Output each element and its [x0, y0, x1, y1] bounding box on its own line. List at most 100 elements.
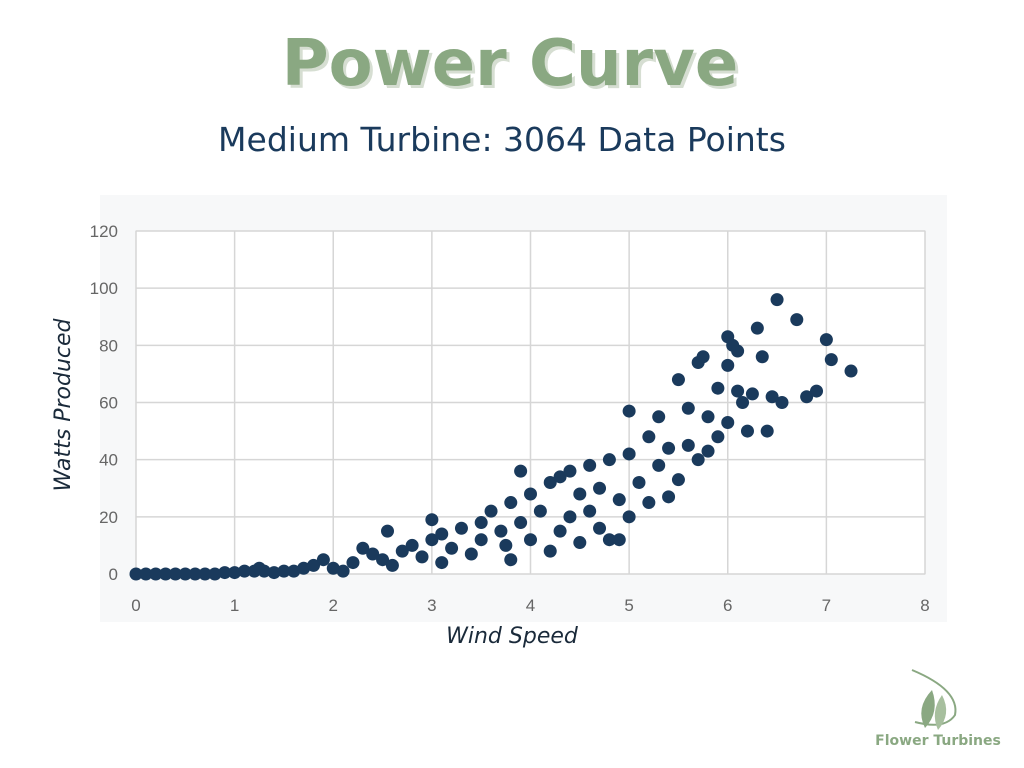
point	[168, 567, 182, 581]
point	[652, 458, 666, 472]
point	[149, 567, 163, 581]
point	[696, 350, 710, 364]
point	[464, 547, 478, 561]
point	[602, 453, 616, 467]
point	[583, 504, 597, 518]
point	[553, 524, 567, 538]
point	[237, 564, 251, 578]
point	[760, 424, 774, 438]
point	[750, 321, 764, 335]
point	[736, 396, 750, 409]
logo-swoosh	[911, 669, 957, 726]
title-shadow: Power Curve	[285, 30, 741, 104]
point	[277, 564, 291, 578]
x-tick-label: 7	[822, 596, 831, 615]
point	[721, 416, 735, 430]
point	[602, 533, 616, 547]
point	[765, 390, 779, 404]
x-tick-label: 1	[230, 596, 239, 615]
point	[316, 553, 330, 567]
point	[405, 538, 419, 552]
point	[435, 527, 449, 541]
x-tick-label: 4	[526, 596, 535, 615]
point	[622, 447, 636, 461]
point	[612, 533, 626, 547]
point	[810, 384, 824, 398]
point	[731, 344, 745, 358]
y-tick-label: 80	[99, 336, 118, 355]
point	[681, 401, 695, 415]
point	[415, 550, 429, 564]
point	[740, 424, 754, 438]
point	[642, 430, 656, 444]
y-tick-label: 120	[90, 222, 118, 241]
point	[326, 561, 340, 575]
point	[504, 496, 518, 510]
point	[366, 547, 380, 561]
point	[652, 410, 666, 424]
x-tick-label: 8	[920, 596, 929, 615]
point	[139, 567, 153, 581]
point	[445, 541, 459, 555]
x-tick-label: 2	[329, 596, 338, 615]
point	[533, 504, 547, 518]
y-tick-label: 60	[99, 394, 118, 413]
brand-name: Flower Turbines	[875, 733, 1001, 749]
x-tick-label: 5	[624, 596, 633, 615]
chart-subtitle: Medium Turbine: 3064 Data Points	[218, 120, 786, 159]
point	[543, 476, 557, 490]
point	[297, 561, 311, 575]
point	[380, 524, 394, 538]
point	[435, 556, 449, 570]
point	[800, 390, 814, 404]
logo-leaf	[934, 695, 947, 730]
point	[524, 533, 537, 547]
point	[346, 556, 360, 570]
point	[188, 567, 202, 581]
point	[198, 567, 212, 581]
point	[228, 566, 242, 580]
point	[642, 496, 656, 510]
point	[159, 567, 173, 581]
point	[583, 458, 597, 472]
point	[484, 504, 498, 518]
point	[662, 441, 676, 455]
y-tick-label: 100	[90, 279, 118, 298]
x-tick-label: 3	[427, 596, 436, 615]
point	[563, 510, 577, 524]
point	[425, 533, 439, 547]
point	[790, 313, 804, 327]
point	[662, 490, 676, 504]
point	[775, 396, 789, 409]
point	[721, 358, 735, 372]
point	[711, 381, 725, 395]
point	[671, 473, 685, 487]
y-axis-label: Watts Produced	[51, 317, 76, 491]
point	[844, 364, 858, 378]
point	[770, 293, 784, 307]
point	[671, 373, 685, 387]
logo-leaf	[921, 690, 935, 728]
point	[514, 516, 528, 530]
y-tick-label: 40	[99, 451, 118, 470]
point	[701, 410, 715, 424]
point	[499, 538, 513, 552]
point	[593, 521, 607, 535]
point	[218, 566, 232, 580]
point	[307, 558, 321, 572]
point	[711, 430, 725, 444]
x-tick-label: 6	[723, 596, 732, 615]
point	[819, 333, 833, 347]
point	[745, 387, 759, 401]
point	[425, 513, 439, 527]
point	[622, 404, 636, 418]
chart-title: Power Curve	[282, 27, 738, 101]
point	[395, 544, 409, 558]
point	[514, 464, 528, 478]
point	[563, 464, 577, 478]
point	[681, 438, 695, 452]
point	[731, 384, 745, 398]
point	[178, 567, 192, 581]
y-tick-label: 0	[109, 565, 118, 584]
logo: Flower Turbines	[875, 669, 1001, 749]
